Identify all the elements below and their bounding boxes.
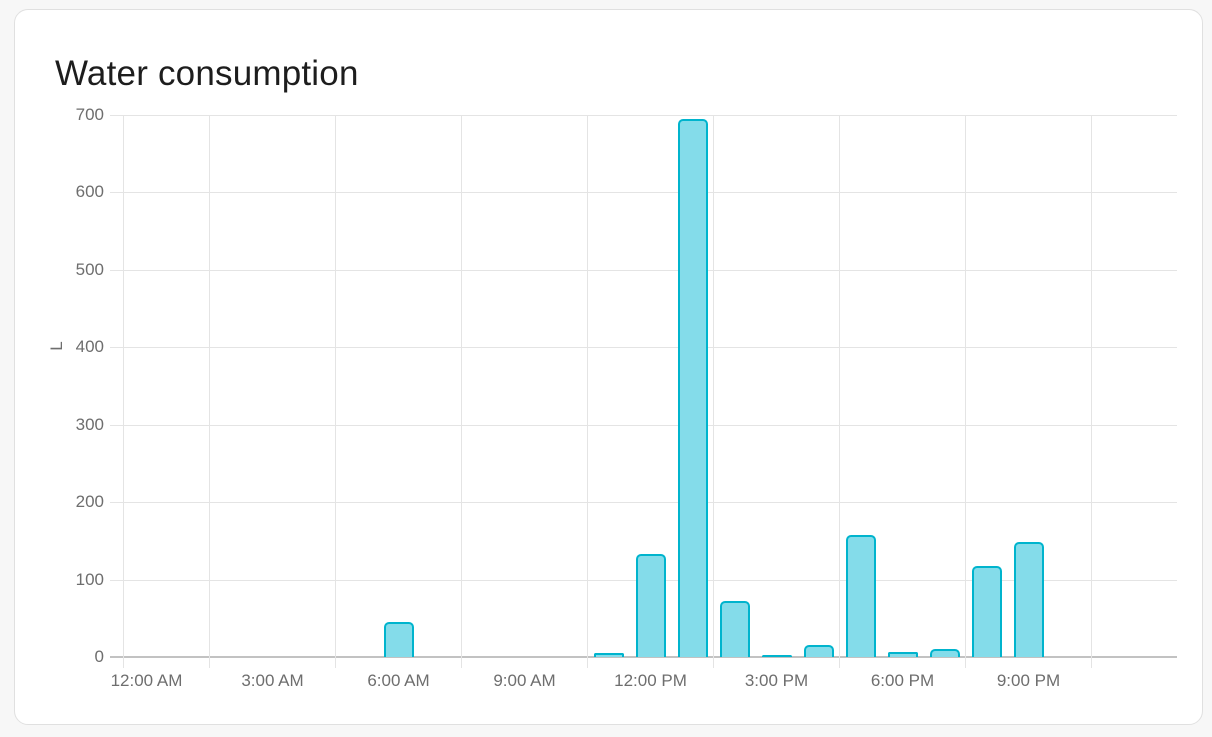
y-gridline (110, 115, 1177, 116)
chart-bar-14[interactable] (719, 601, 750, 657)
x-tick-label: 6:00 AM (367, 671, 430, 690)
x-gridline (209, 115, 210, 668)
x-gridline (587, 115, 588, 668)
chart-bar-21[interactable] (1013, 541, 1044, 657)
chart-bar-6[interactable] (383, 622, 414, 657)
y-tick-label: 0 (94, 647, 104, 666)
chart-bar-17[interactable] (845, 534, 876, 657)
y-tick-label: 300 (75, 414, 104, 434)
chart-bar-19[interactable] (929, 649, 960, 657)
chart-bar-11[interactable] (593, 653, 624, 657)
y-tick-label: 200 (75, 492, 104, 512)
x-gridline (1091, 115, 1092, 668)
x-gridline (713, 115, 714, 668)
x-tick-label: 9:00 PM (996, 671, 1061, 690)
chart-bar-15[interactable] (761, 655, 792, 657)
x-tick-label: 3:00 AM (241, 671, 304, 690)
x-tick-label: 12:00 PM (614, 671, 687, 690)
chart-bar-20[interactable] (971, 565, 1002, 657)
y-gridline (110, 269, 1177, 271)
x-gridline (965, 115, 966, 668)
chart-bar-16[interactable] (803, 644, 834, 657)
x-tick-label: 6:00 PM (870, 671, 935, 690)
x-gridline (839, 115, 840, 668)
y-tick-label: 700 (75, 105, 104, 124)
plot-left-boundary (123, 115, 124, 668)
water-consumption-card: Water consumption (14, 9, 1203, 725)
y-tick-label: 400 (75, 337, 104, 357)
card-title: Water consumption (55, 54, 359, 93)
y-gridline (110, 192, 1177, 194)
chart-bar-18[interactable] (887, 651, 918, 657)
chart-bar-12[interactable] (635, 554, 666, 657)
y-tick-label: 600 (75, 182, 104, 202)
x-tick-label: 9:00 AM (493, 671, 556, 690)
y-gridline (110, 502, 1177, 504)
y-gridline (110, 347, 1177, 349)
x-axis-line (110, 656, 1177, 658)
chart-bar-13[interactable] (677, 118, 708, 657)
x-gridline (461, 115, 462, 668)
x-gridline (335, 115, 336, 668)
y-gridline (110, 424, 1177, 426)
x-tick-label: 3:00 PM (744, 671, 809, 690)
x-tick-label: 12:00 AM (110, 671, 183, 690)
y-tick-label: 500 (75, 259, 104, 279)
y-tick-label: 100 (75, 569, 104, 589)
